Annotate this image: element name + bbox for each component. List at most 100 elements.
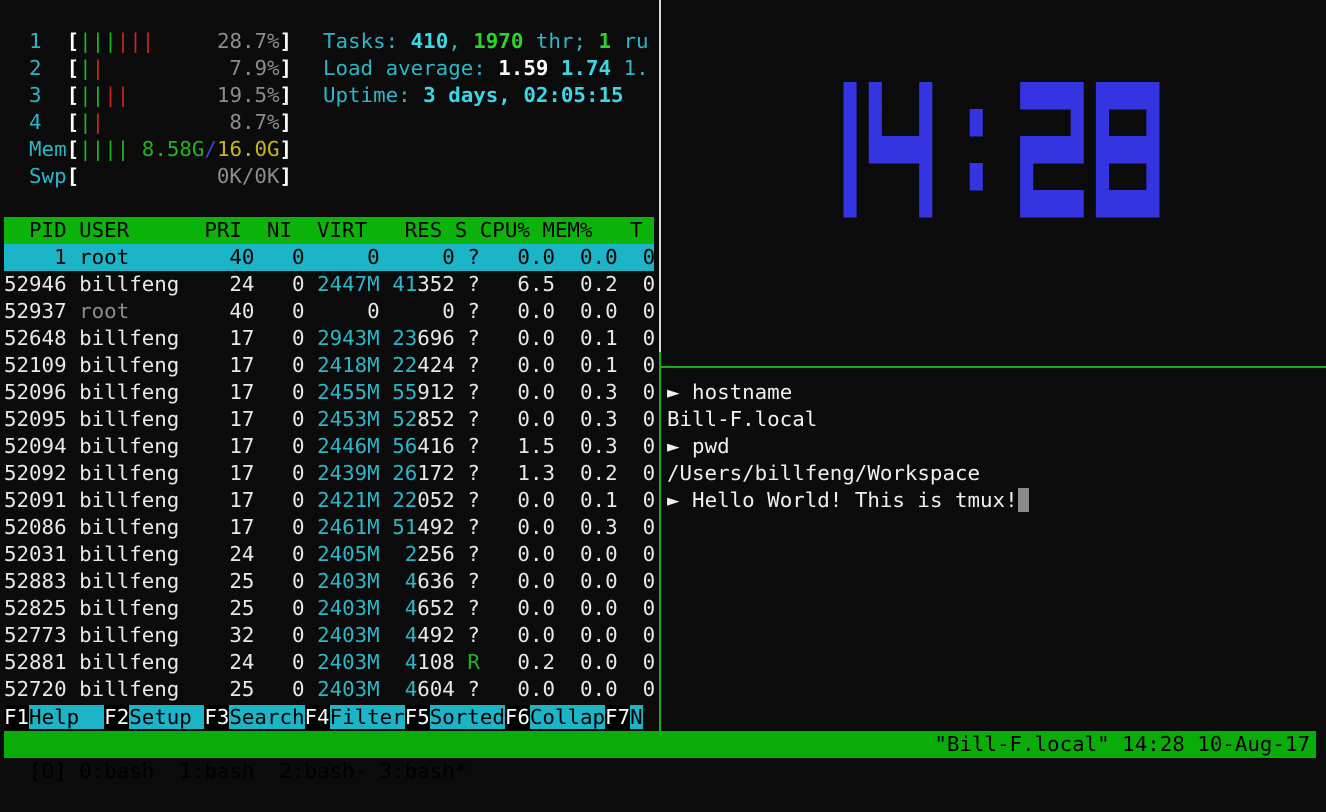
res-units: 256 <box>417 542 455 566</box>
clock-pixel <box>1070 82 1084 110</box>
mem-percent: 0.3 <box>555 434 618 458</box>
process-row[interactable]: 52092 billfeng 17 0 2439M 26172 ? 1.3 0.… <box>4 460 658 487</box>
nice: 0 <box>254 245 305 269</box>
clock-pixel <box>1070 109 1084 137</box>
text <box>380 569 393 593</box>
clock-pixel <box>1121 136 1135 164</box>
clock-pixel <box>1108 190 1122 218</box>
res-units: 172 <box>417 461 455 485</box>
pane-divider-vertical[interactable] <box>659 0 661 352</box>
pid: 52648 <box>4 326 67 350</box>
process-row[interactable]: 52096 billfeng 17 0 2455M 55912 ? 0.0 0.… <box>4 379 658 406</box>
swap-value: 0K/0K <box>216 164 280 188</box>
fkey-key: F7 <box>605 705 631 729</box>
text <box>67 569 80 593</box>
time: 0: <box>642 461 658 485</box>
time: 0: <box>642 326 658 350</box>
process-row[interactable]: 52094 billfeng 17 0 2446M 56416 ? 1.5 0.… <box>4 433 658 460</box>
mem-meter: Mem[|||| 8.58G/16.0G] <box>4 136 292 163</box>
state: ? <box>467 461 480 485</box>
text <box>380 488 393 512</box>
process-row[interactable]: 1 root 40 0 0 0 ? 0.0 0.0 0: <box>4 244 658 271</box>
nice: 0 <box>254 407 305 431</box>
res: 23696 <box>392 326 455 350</box>
process-row[interactable]: 52031 billfeng 24 0 2405M 2256 ? 0.0 0.0… <box>4 541 658 568</box>
process-row[interactable]: 52825 billfeng 25 0 2403M 4652 ? 0.0 0.0… <box>4 595 658 622</box>
priority: 24 <box>191 650 255 674</box>
process-row[interactable]: 52946 billfeng 24 0 2447M 41352 ? 6.5 0.… <box>4 271 658 298</box>
fkey-f1[interactable]: F1Help <box>4 704 105 731</box>
swap-meter: Swp[ 0K/0K] <box>4 163 292 190</box>
process-row[interactable]: 52109 billfeng 17 0 2418M 22424 ? 0.0 0.… <box>4 352 658 379</box>
cpu-value: 8.7% <box>229 110 280 134</box>
res: 56416 <box>392 434 455 458</box>
cpu-percent: 0.0 <box>479 488 555 512</box>
cpu-percent: 0.0 <box>479 623 555 647</box>
process-row[interactable]: 52881 billfeng 24 0 2403M 4108 R 0.2 0.0… <box>4 649 658 676</box>
process-row[interactable]: 52095 billfeng 17 0 2453M 52852 ? 0.0 0.… <box>4 406 658 433</box>
htop-pane[interactable]: 1 [|||||| 28.7%] 2 [|| 7.9%] 3 [|||| 19.… <box>0 0 658 731</box>
terminal-text: Bill-F.local <box>667 407 818 431</box>
fkey-f3[interactable]: F3Search <box>204 704 305 731</box>
pane-divider-vertical-active[interactable] <box>659 352 661 731</box>
user: billfeng <box>79 677 192 701</box>
terminal-line: /Users/billfeng/Workspace <box>667 460 980 487</box>
res-units: 108 <box>417 650 455 674</box>
user: billfeng <box>79 515 192 539</box>
res-units: 852 <box>417 407 455 431</box>
process-row[interactable]: 52648 billfeng 17 0 2943M 23696 ? 0.0 0.… <box>4 325 658 352</box>
priority: 24 <box>191 542 255 566</box>
fkey-f2[interactable]: F2Setup <box>104 704 205 731</box>
cpu-label: 3 <box>4 83 67 107</box>
process-row[interactable]: 52720 billfeng 25 0 2403M 4604 ? 0.0 0.0… <box>4 676 658 703</box>
text <box>455 407 468 431</box>
nice: 0 <box>254 515 305 539</box>
text <box>380 650 393 674</box>
clock-pixel <box>1020 190 1034 218</box>
pid: 52946 <box>4 272 67 296</box>
fkey-f7[interactable]: F7N <box>605 704 643 731</box>
text <box>67 677 80 701</box>
virt: 2439M <box>317 461 380 485</box>
nice: 0 <box>254 272 305 296</box>
pane-divider-horizontal[interactable] <box>661 366 1326 368</box>
fkey-f5[interactable]: F5Sorted <box>404 704 505 731</box>
text <box>67 542 80 566</box>
res-thousands: 51 <box>392 515 418 539</box>
clock-pixel <box>1020 82 1034 110</box>
clock-pane <box>843 82 1160 218</box>
table-header[interactable]: PID USER PRI NI VIRT RES S CPU% MEM% T <box>4 217 654 244</box>
tasks-label: Tasks: <box>323 29 411 53</box>
window-list[interactable]: [0] 0:bash 1:bash 2:bash- 3:bash* <box>29 759 468 783</box>
meter-bar: | <box>91 137 105 161</box>
process-row[interactable]: 52883 billfeng 25 0 2403M 4636 ? 0.0 0.0… <box>4 568 658 595</box>
time: 0: <box>642 407 658 431</box>
nice: 0 <box>254 380 305 404</box>
fkey-f4[interactable]: F4Filter <box>304 704 405 731</box>
fkey-label: Sorted <box>429 705 505 729</box>
res-thousands: 22 <box>392 353 418 377</box>
time: 0: <box>642 515 658 539</box>
meter-bar: | <box>91 56 105 80</box>
text <box>380 407 393 431</box>
process-row[interactable]: 52091 billfeng 17 0 2421M 22052 ? 0.0 0.… <box>4 487 658 514</box>
res: 22424 <box>392 353 455 377</box>
terminal-line: ► Hello World! This is tmux! <box>667 487 1029 514</box>
virt: 2421M <box>317 488 380 512</box>
text <box>380 461 393 485</box>
nice: 0 <box>254 326 305 350</box>
fkey-f6[interactable]: F6Collap <box>504 704 606 731</box>
clock-pixel <box>1146 82 1160 110</box>
text <box>455 596 468 620</box>
cpu-value: 7.9% <box>229 56 280 80</box>
pid: 52937 <box>4 299 67 323</box>
process-row[interactable]: 52773 billfeng 32 0 2403M 4492 ? 0.0 0.0… <box>4 622 658 649</box>
virt: 2403M <box>317 650 380 674</box>
process-row[interactable]: 52937 root 40 0 0 0 ? 0.0 0.0 0: <box>4 298 658 325</box>
text <box>305 380 318 404</box>
res: 51492 <box>392 515 455 539</box>
text <box>305 569 318 593</box>
process-row[interactable]: 52086 billfeng 17 0 2461M 51492 ? 0.0 0.… <box>4 514 658 541</box>
res-thousands: 4 <box>392 569 418 593</box>
fkey-label: Setup <box>129 705 205 729</box>
